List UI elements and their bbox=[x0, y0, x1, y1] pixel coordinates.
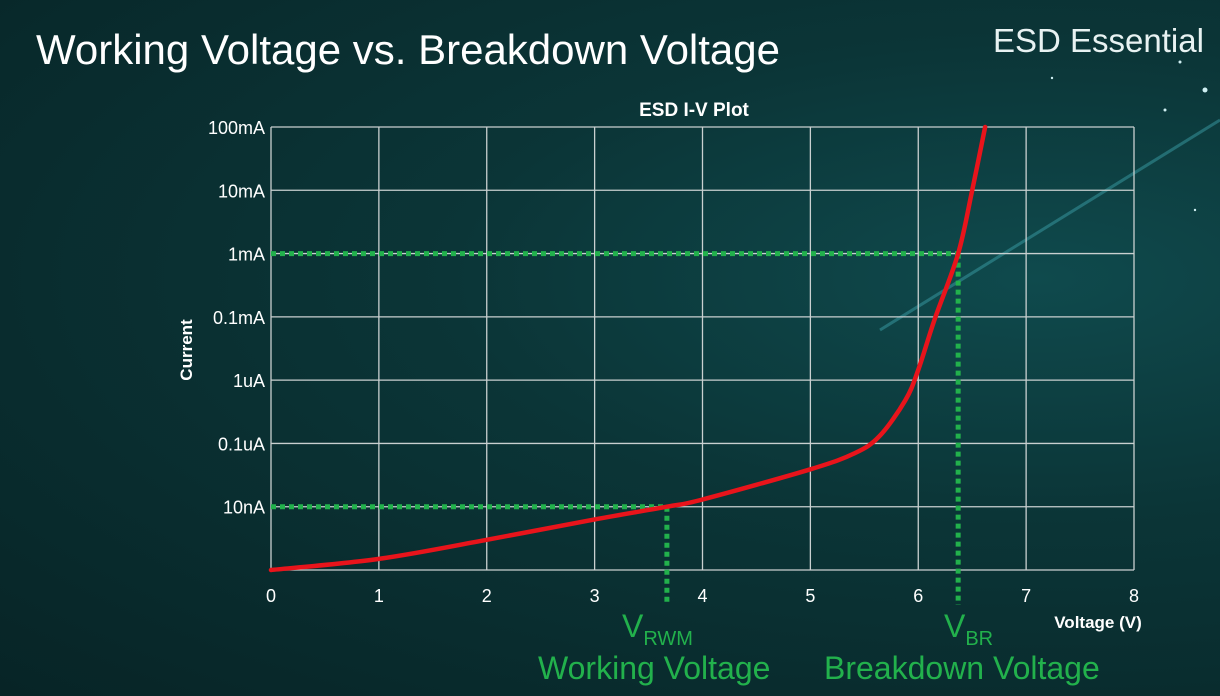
iv-curve bbox=[268, 124, 988, 573]
x-axis-label: Voltage (V) bbox=[1054, 613, 1142, 632]
vrwm-label: Working Voltage bbox=[538, 650, 771, 686]
x-tick-label: 7 bbox=[1021, 586, 1031, 606]
y-tick-label: 10nA bbox=[223, 498, 265, 518]
y-tick-label: 0.1uA bbox=[218, 434, 265, 454]
x-tick-label: 1 bbox=[374, 586, 384, 606]
vbr-symbol: VBR bbox=[944, 608, 993, 651]
y-tick-label: 1mA bbox=[228, 245, 265, 265]
vbr-subscript: BR bbox=[965, 628, 994, 650]
y-axis-label: Current bbox=[177, 319, 196, 381]
x-tick-label: 2 bbox=[482, 586, 492, 606]
vrwm-v: V bbox=[622, 608, 644, 644]
reference-lines bbox=[271, 251, 961, 605]
brand-text: ESD Essential bbox=[993, 22, 1204, 59]
y-tick-label: 10mA bbox=[218, 181, 265, 201]
grid bbox=[270, 126, 1135, 571]
chart-title: ESD I-V Plot bbox=[639, 100, 749, 121]
y-tick-label: 0.1mA bbox=[213, 308, 265, 328]
x-tick-label: 6 bbox=[913, 586, 923, 606]
x-tick-label: 5 bbox=[805, 586, 815, 606]
x-tick-label: 0 bbox=[266, 586, 276, 606]
slide-title: Working Voltage vs. Breakdown Voltage bbox=[36, 26, 781, 73]
y-tick-label: 100mA bbox=[208, 118, 265, 138]
series bbox=[268, 124, 988, 573]
vrwm-subscript: RWM bbox=[643, 628, 693, 650]
vrwm-symbol: VRWM bbox=[622, 608, 693, 651]
vbr-label: Breakdown Voltage bbox=[824, 650, 1100, 686]
background-streak bbox=[879, 60, 1220, 332]
x-tick-label: 8 bbox=[1129, 586, 1139, 606]
vbr-v: V bbox=[944, 608, 966, 644]
x-tick-label: 4 bbox=[697, 586, 707, 606]
tick-labels: 0 1 2 3 4 5 6 7 8 10nA 0.1uA 1uA 0.1mA 1mA 10mA 100mA bbox=[208, 118, 1139, 606]
y-tick-label: 1uA bbox=[233, 371, 265, 391]
x-tick-label: 3 bbox=[590, 586, 600, 606]
